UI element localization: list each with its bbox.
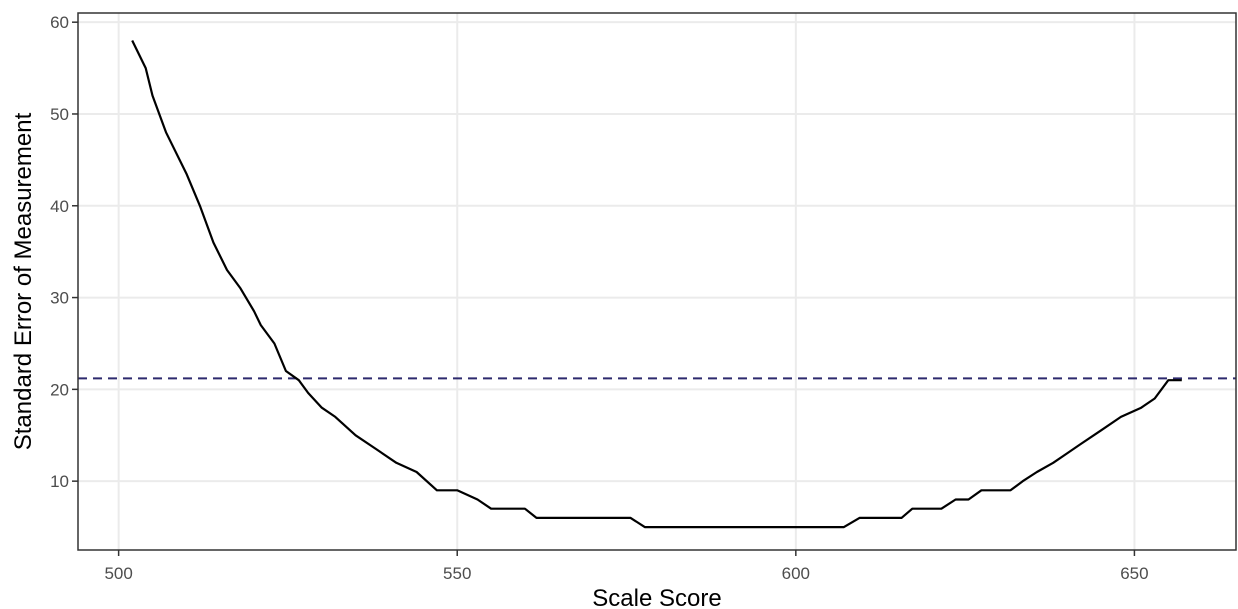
x-tick-label: 650 xyxy=(1120,564,1148,583)
series-line xyxy=(131,40,1182,529)
y-axis-title: Standard Error of Measurement xyxy=(10,112,37,450)
y-tick-label: 20 xyxy=(50,380,69,399)
axis-ticks: 500 550 600 650 10 20 30 40 50 60 xyxy=(50,13,1149,583)
y-tick-label: 60 xyxy=(50,13,69,32)
y-tick-label: 30 xyxy=(50,289,69,308)
x-tick-label: 550 xyxy=(443,564,471,583)
grid-lines xyxy=(78,13,1236,550)
plot-panel-border xyxy=(77,12,1237,551)
y-tick-label: 50 xyxy=(50,105,69,124)
x-axis-title: Scale Score xyxy=(592,585,721,609)
y-tick-label: 40 xyxy=(50,197,69,216)
series-group xyxy=(131,40,1182,529)
x-tick-label: 600 xyxy=(782,564,810,583)
x-tick-label: 500 xyxy=(104,564,132,583)
y-tick-label: 10 xyxy=(50,472,69,491)
